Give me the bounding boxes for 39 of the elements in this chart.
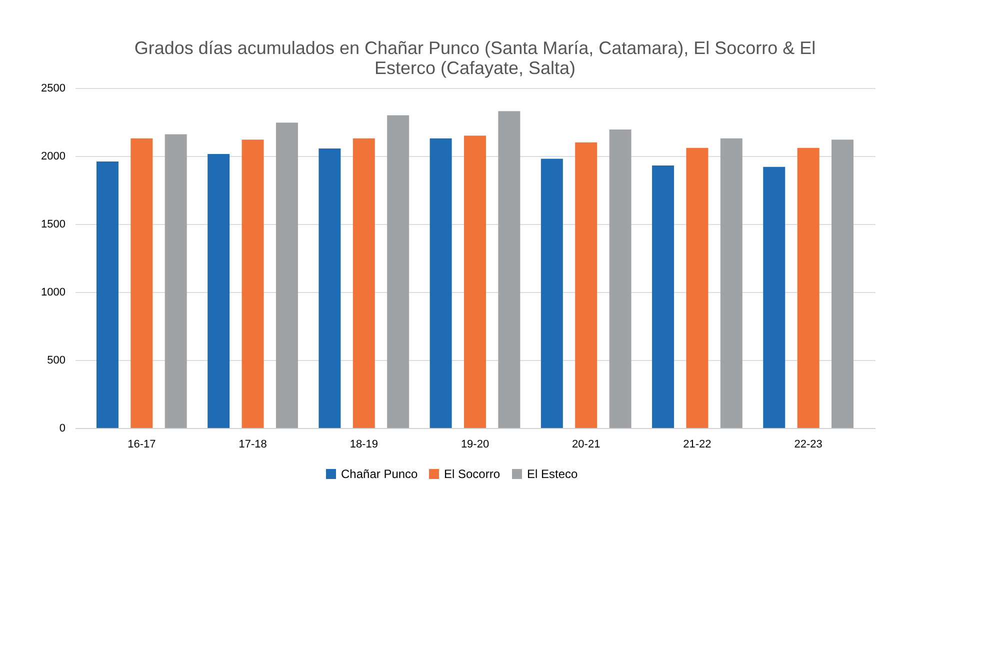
legend-label: El Socorro (444, 467, 500, 481)
bar (575, 142, 598, 428)
bar (96, 161, 118, 428)
text: Grados días acumulados en Chañar Punco (Santa María, Catamara), El Socorro & El (134, 38, 816, 58)
bar (498, 111, 520, 428)
bar (318, 148, 341, 428)
bar (609, 129, 632, 428)
text: Esterco (Cafayate, Salta) (374, 58, 576, 78)
bar (430, 138, 452, 428)
bar (832, 140, 854, 428)
x-tick-label: 19-20 (460, 438, 490, 450)
x-tick-label: 22-23 (794, 438, 822, 450)
y-tick-label: 1500 (41, 218, 66, 230)
bar (797, 148, 820, 428)
bar (352, 138, 375, 428)
bar (686, 148, 708, 428)
bar (540, 158, 563, 428)
bar (276, 122, 298, 428)
bar (164, 134, 187, 428)
bar (464, 136, 486, 428)
bar (387, 115, 410, 428)
x-tick-label: 18-19 (350, 438, 378, 450)
y-tick-label: 0 (59, 422, 66, 434)
x-tick-label: 21-22 (683, 438, 712, 450)
y-tick-label: 500 (47, 354, 66, 366)
x-tick-label: 17-18 (238, 438, 267, 450)
legend-label: Chañar Punco (341, 467, 418, 481)
bar (652, 166, 674, 428)
legend-label: El Esteco (527, 467, 578, 481)
y-tick-label: 2500 (41, 82, 66, 94)
y-tick-label: 1000 (41, 286, 66, 298)
bar (242, 140, 264, 428)
bar (208, 154, 230, 428)
bar (130, 138, 153, 428)
x-tick-label: 16-17 (128, 438, 156, 450)
x-tick-label: 20-21 (572, 438, 600, 450)
bar (763, 166, 786, 428)
y-tick-label: 2000 (41, 150, 66, 162)
bar (720, 138, 742, 428)
